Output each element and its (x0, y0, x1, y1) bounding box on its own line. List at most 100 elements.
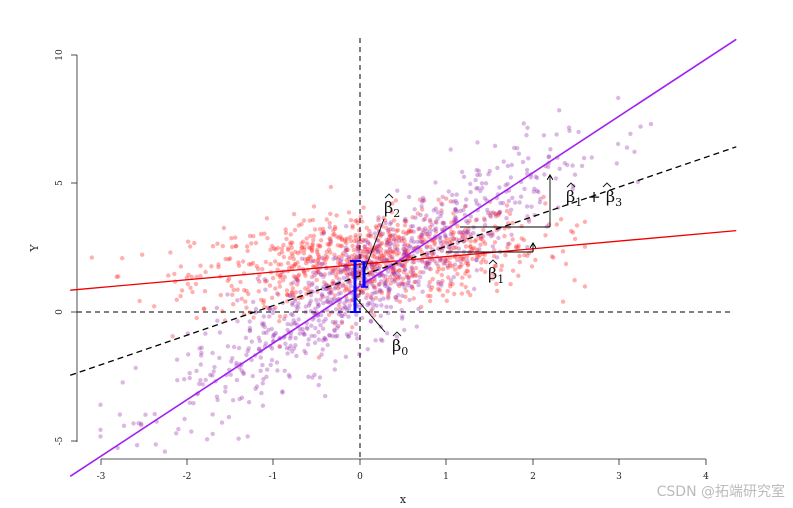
purple-point (546, 154, 551, 160)
purple-point (435, 246, 441, 251)
red-point (356, 244, 361, 250)
purple-point (323, 393, 328, 399)
purple-point (492, 143, 498, 149)
red-point (403, 231, 409, 236)
purple-point (254, 384, 260, 389)
purple-point (370, 297, 375, 303)
purple-point (384, 241, 390, 246)
red-point (439, 201, 444, 206)
red-point (365, 292, 370, 297)
red-point (240, 259, 246, 264)
red-point (368, 270, 373, 276)
red-point (543, 201, 548, 206)
beta13-hat-icon-2 (602, 182, 612, 188)
red-point (244, 305, 249, 310)
purple-point (284, 345, 290, 351)
red-point (281, 278, 286, 283)
beta0-symbol: β (392, 336, 401, 355)
purple-point (348, 330, 354, 335)
red-point (430, 251, 435, 256)
red-point (396, 276, 401, 281)
purple-point (479, 181, 485, 186)
purple-point (392, 271, 397, 276)
red-point (310, 245, 315, 250)
purple-point (526, 219, 532, 224)
red-point (406, 275, 411, 280)
red-point (420, 207, 425, 212)
purple-point (312, 273, 317, 278)
purple-point (197, 381, 202, 387)
red-point (436, 267, 442, 272)
purple-point (370, 291, 375, 296)
red-point (188, 285, 193, 290)
red-point (363, 237, 369, 243)
purple-point (289, 311, 294, 317)
purple-point (376, 256, 382, 262)
purple-point (306, 337, 311, 342)
red-point (409, 228, 414, 234)
purple-point (490, 244, 496, 249)
red-point (393, 198, 399, 203)
red-point (440, 279, 445, 284)
red-point (348, 279, 353, 285)
purple-point (354, 332, 359, 337)
red-point (215, 241, 220, 246)
red-point (371, 283, 376, 289)
purple-point (198, 378, 203, 383)
red-point (372, 251, 377, 257)
purple-point (301, 332, 306, 337)
purple-point (199, 350, 204, 355)
purple-point (410, 260, 415, 265)
red-point (468, 243, 473, 249)
red-point (405, 248, 411, 253)
purple-point (400, 293, 405, 298)
purple-point (348, 267, 353, 273)
purple-point (544, 224, 550, 229)
red-point (339, 236, 344, 241)
red-point (179, 288, 185, 293)
purple-point (364, 295, 369, 301)
red-point (315, 252, 321, 257)
red-point (478, 236, 483, 241)
purple-point (364, 254, 370, 259)
red-point (314, 268, 320, 273)
red-point (389, 210, 394, 215)
purple-point (198, 362, 203, 367)
purple-point (291, 280, 296, 285)
red-point (490, 232, 495, 238)
red-point (374, 246, 379, 252)
red-point (184, 275, 189, 280)
purple-point (296, 305, 301, 310)
purple-point (369, 281, 374, 286)
red-point (369, 308, 374, 313)
purple-point (316, 269, 321, 275)
red-point (279, 246, 285, 251)
red-point (426, 234, 431, 239)
purple-point (473, 177, 478, 183)
red-point (372, 278, 377, 284)
red-point (505, 245, 510, 250)
red-point (301, 269, 307, 274)
red-point (302, 257, 307, 262)
red-point (291, 274, 297, 279)
red-point (574, 223, 580, 228)
red-point (379, 247, 384, 252)
red-point (466, 227, 471, 232)
red-point (231, 302, 236, 307)
purple-point (487, 213, 493, 218)
purple-point (187, 375, 192, 381)
purple-point (321, 231, 326, 236)
purple-point (306, 303, 312, 308)
purple-point (386, 227, 391, 233)
red-point (230, 292, 235, 297)
purple-point (418, 212, 423, 218)
purple-point (536, 189, 541, 195)
red-point (336, 270, 341, 275)
purple-point (244, 352, 249, 358)
purple-point (272, 332, 277, 337)
red-point (392, 233, 398, 238)
purple-point (343, 248, 348, 253)
purple-point (402, 250, 407, 255)
purple-point (333, 307, 339, 312)
purple-point (427, 217, 433, 223)
